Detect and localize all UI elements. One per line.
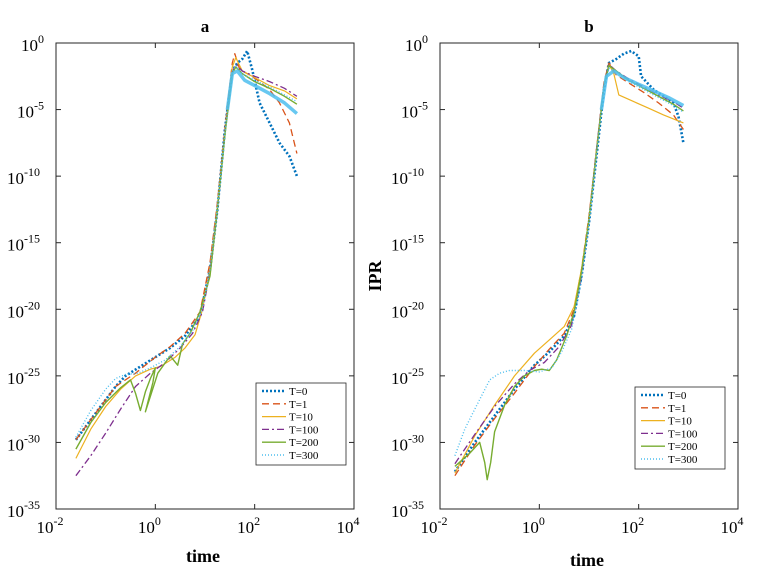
panel-b-ticks <box>439 42 739 510</box>
panel-b-title: b <box>584 17 593 36</box>
panel-a-ticks <box>55 42 355 510</box>
y-tick-label: 100 <box>21 32 44 55</box>
series-line-t200 <box>75 66 298 450</box>
y-tick-label: 10-25 <box>391 365 424 388</box>
y-tick-label: 10-5 <box>401 99 428 122</box>
y-tick-label: 10-10 <box>391 165 424 188</box>
legend-label: T=200 <box>289 437 319 449</box>
panel-b-xlabel: time <box>570 550 604 570</box>
legend-label: T=1 <box>668 403 686 415</box>
legend-label: T=1 <box>289 399 307 411</box>
y-tick-label: 10-25 <box>7 365 40 388</box>
panel-b-series <box>453 49 685 481</box>
legend-box <box>634 386 726 470</box>
panel-a: a time 10-2 100 102 104 100 10-5 10-10 10-15 10-… <box>7 17 360 566</box>
legend-label: T=0 <box>289 386 308 398</box>
y-tick-label: 10-15 <box>7 232 40 255</box>
y-tick-label: 100 <box>405 32 428 55</box>
series-line-band <box>225 69 299 115</box>
series-line-t1 <box>75 53 298 441</box>
y-tick-label: 10-20 <box>391 298 424 321</box>
x-tick-label: 10-2 <box>37 514 64 537</box>
legend-label: T=10 <box>289 412 313 424</box>
x-tick-label: 100 <box>522 514 545 537</box>
y-tick-label: 10-35 <box>7 498 40 521</box>
legend-box <box>255 382 347 466</box>
panel-b: b time IPR 10-2 100 102 104 100 10-5 10-10 10-1… <box>365 17 744 570</box>
series-line-band <box>599 69 685 110</box>
panel-a-series <box>74 49 299 477</box>
panel-b-ylabel: IPR <box>365 260 385 292</box>
x-tick-label: 102 <box>237 514 260 537</box>
legend-label: T=200 <box>668 441 698 453</box>
panel-a-title: a <box>201 17 210 36</box>
y-tick-label: 10-30 <box>391 431 424 454</box>
legend-label: T=100 <box>668 428 698 440</box>
legend-label: T=300 <box>668 454 698 466</box>
y-tick-label: 10-35 <box>391 498 424 521</box>
x-tick-label: 104 <box>337 514 360 537</box>
y-tick-label: 10-20 <box>7 298 40 321</box>
legend-label: T=10 <box>668 416 692 428</box>
x-tick-label: 102 <box>621 514 644 537</box>
x-tick-label: 104 <box>721 514 744 537</box>
y-tick-label: 10-10 <box>7 165 40 188</box>
legend-label: T=300 <box>289 450 319 462</box>
y-tick-label: 10-30 <box>7 431 40 454</box>
legend-label: T=0 <box>668 390 687 402</box>
x-tick-label: 100 <box>138 514 161 537</box>
y-tick-label: 10-15 <box>391 232 424 255</box>
x-tick-label: 10-2 <box>421 514 448 537</box>
panel-a-xlabel: time <box>186 546 220 566</box>
y-tick-label: 10-5 <box>17 99 44 122</box>
legend-label: T=100 <box>289 424 319 436</box>
